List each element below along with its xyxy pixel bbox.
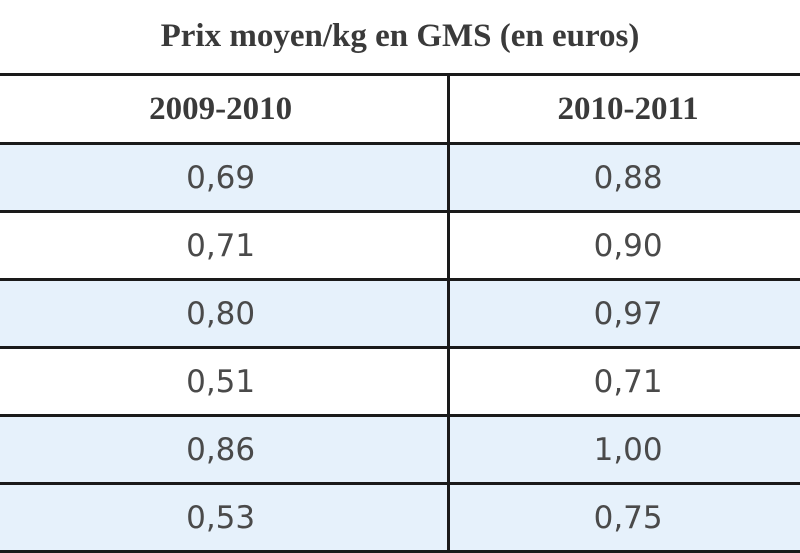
table-row: 0,86 1,00	[0, 415, 800, 485]
table-cell: 0,86	[0, 415, 451, 485]
table-cell: 0,53	[0, 483, 451, 550]
table-cell: 0,71	[448, 347, 800, 417]
table-cell: 1,00	[448, 415, 800, 485]
table-cell: 0,88	[448, 143, 800, 213]
table-cell: 0,75	[448, 483, 800, 550]
column-header-2010-2011: 2010-2011	[448, 74, 800, 145]
table-row: 0,71 0,90	[0, 211, 800, 281]
table-title-row: Prix moyen/kg en GMS (en euros)	[0, 0, 800, 76]
table-cell: 0,80	[0, 279, 451, 349]
table-cell: 0,90	[448, 211, 800, 281]
table-cell: 0,71	[0, 211, 451, 281]
table-row: 0,69 0,88	[0, 143, 800, 213]
table-row: 0,51 0,71	[0, 347, 800, 417]
table-cell: 0,97	[448, 279, 800, 349]
table-cell: 0,51	[0, 347, 451, 417]
table-row: 0,80 0,97	[0, 279, 800, 349]
table-header-row: 2009-2010 2010-2011	[0, 74, 800, 145]
column-header-2009-2010: 2009-2010	[0, 74, 451, 145]
table-cell: 0,69	[0, 143, 451, 213]
table-title: Prix moyen/kg en GMS (en euros)	[0, 0, 800, 76]
table-row: 0,53 0,75	[0, 483, 800, 550]
